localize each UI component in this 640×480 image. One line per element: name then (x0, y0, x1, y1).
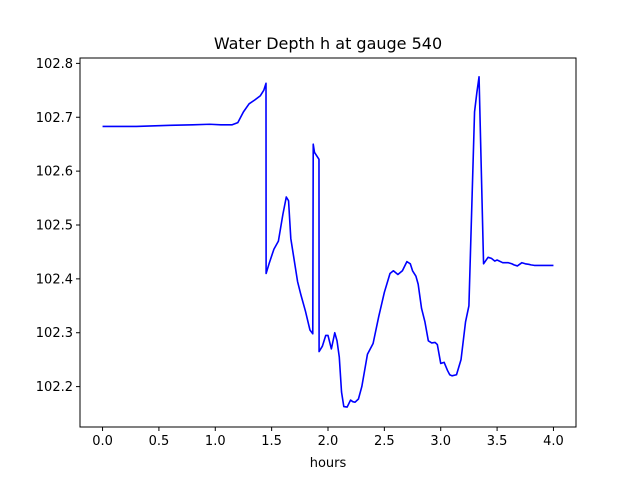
y-tick-label: 102.3 (36, 326, 73, 341)
x-tick-label: 2.0 (318, 434, 339, 449)
x-tick-label: 1.0 (205, 434, 226, 449)
x-tick-label: 2.5 (374, 434, 395, 449)
x-tick-label: 3.5 (487, 434, 508, 449)
x-axis-label: hours (310, 456, 347, 471)
y-tick-label: 102.8 (36, 57, 73, 72)
y-tick-label: 102.4 (36, 272, 73, 287)
chart-title: Water Depth h at gauge 540 (214, 34, 442, 53)
x-axis: 0.0 0.5 1.0 1.5 2.0 2.5 3.0 3.5 4.0 (92, 427, 564, 449)
x-tick-label: 0.0 (92, 434, 113, 449)
x-tick-label: 1.5 (261, 434, 282, 449)
x-tick-label: 3.0 (430, 434, 451, 449)
y-tick-label: 102.5 (36, 218, 73, 233)
x-tick-label: 4.0 (543, 434, 564, 449)
y-tick-label: 102.7 (36, 111, 73, 126)
y-tick-label: 102.6 (36, 165, 73, 180)
y-tick-label: 102.2 (36, 380, 73, 395)
y-axis: 102.2 102.3 102.4 102.5 102.6 102.7 102.8 (36, 57, 80, 395)
series-line-0 (102, 76, 554, 408)
plot-frame (79, 57, 577, 428)
plot-area (102, 76, 554, 408)
x-tick-label: 0.5 (149, 434, 170, 449)
